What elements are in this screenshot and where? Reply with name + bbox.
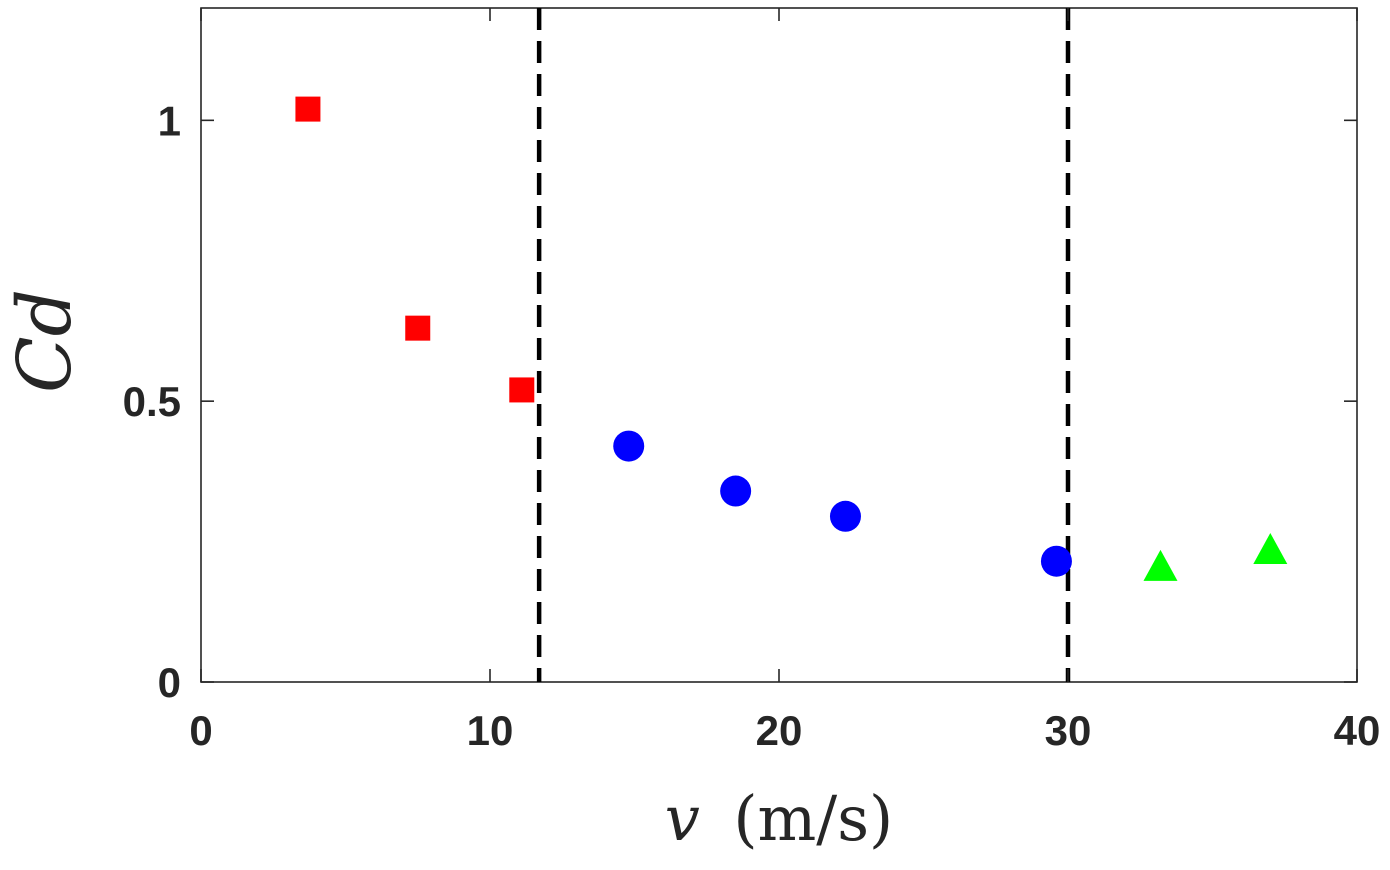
triangle-marker-2 — [1253, 533, 1288, 565]
square-marker-3 — [509, 377, 535, 403]
x-tick-label: 30 — [1045, 707, 1092, 754]
x-axis-label-unit: (m/s) — [733, 782, 893, 855]
triangle-marker-1 — [1143, 549, 1178, 581]
plot-frame — [200, 7, 1358, 683]
x-axis-label: v (m/s) — [665, 782, 893, 855]
data-points — [295, 96, 1288, 581]
reference-lines — [536, 8, 1071, 682]
circle-marker-3 — [829, 500, 861, 532]
square-marker-1 — [295, 96, 321, 122]
x-tick-label: 10 — [467, 707, 514, 754]
x-tick-label: 40 — [1334, 707, 1381, 754]
x-axis-label-var: v — [665, 782, 700, 855]
x-tick-label: 20 — [756, 707, 803, 754]
circle-marker-4 — [1040, 545, 1072, 577]
square-marker-2 — [405, 315, 431, 341]
y-tick-label: 0.5 — [123, 378, 181, 425]
y-tick-label: 1 — [158, 97, 181, 144]
axis-ticks: 0 10 20 30 40 0 0.5 1 — [123, 8, 1381, 754]
y-tick-label: 0 — [158, 659, 181, 706]
y-axis-label: Cd — [2, 289, 88, 393]
plot-area-border — [200, 7, 1358, 683]
x-tick-label: 0 — [189, 707, 212, 754]
circle-marker-2 — [720, 475, 752, 507]
circle-marker-1 — [613, 430, 645, 462]
